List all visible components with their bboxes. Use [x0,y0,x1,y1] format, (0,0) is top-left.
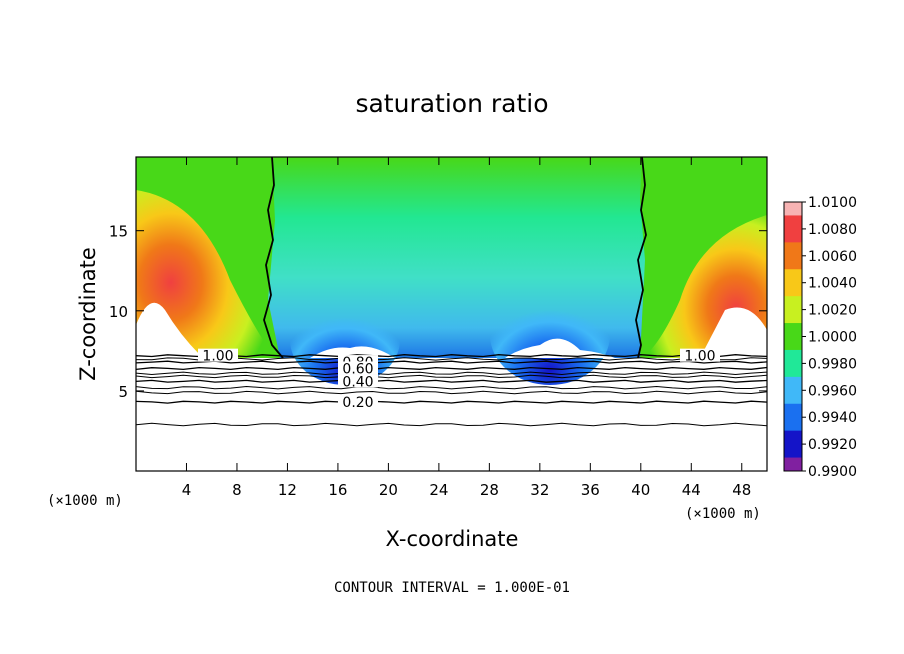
colorbar-tick-label: 1.0080 [808,222,857,238]
x-tick-label: 44 [682,481,701,499]
x-tick-label: 48 [732,481,751,499]
colorbar-segment [784,255,802,270]
contour-label-bg [198,348,238,362]
x-tick-label: 36 [581,481,600,499]
x-tick-label: 20 [379,481,398,499]
colorbar-tick-label: 1.0000 [808,330,857,346]
contour-label-bg [338,361,378,375]
x-tick-label: 8 [232,481,242,499]
contour-line-unlabeled [136,374,767,379]
plot-frame [135,156,768,472]
colorbar-segment [784,296,802,311]
saturation-field [136,157,767,385]
colorbar-segment [784,403,802,418]
contour-label-bg [338,374,378,388]
chart-title: saturation ratio [355,89,548,118]
colorbar-segment [784,323,802,337]
x-tick-label: 16 [328,481,347,499]
warm-region-left [136,190,275,358]
contour-line-0.20 [136,400,767,404]
white-patch-right [700,307,767,358]
colorbar-segment [784,363,802,378]
white-bump-2 [505,338,615,358]
x-axis-label: X-coordinate [386,527,519,551]
contour-line-1.00 [136,354,767,358]
colorbar-segment [784,376,802,391]
colorbar: 1.0100 1.0080 1.0060 1.0040 1.0020 1.0000 0.99… [783,195,857,480]
x-unit-right: (×1000 m) [685,506,761,522]
x-tick-label: 4 [182,481,192,499]
colorbar-segment [784,336,802,351]
contour-line-0.80 [136,360,767,364]
white-patch-left [136,302,205,358]
colorbar-tick-label: 0.9980 [808,356,857,372]
contour-line-0.60 [136,366,767,371]
y-axis-label: Z-coordinate [76,247,100,381]
contour-label: 0.40 [342,374,373,390]
y-tick-label: 10 [109,303,128,321]
colorbar-segment [784,430,802,445]
x-tick-label: 24 [429,481,448,499]
colorbar-segment [784,215,802,230]
x-unit-left: (×1000 m) [47,493,123,509]
contour-label: 0.60 [342,361,373,377]
contour-line-unlabeled [136,422,767,427]
contour-line-unlabeled [136,371,767,376]
colorbar-segment [784,309,802,324]
colorbar-tick-label: 1.0040 [808,276,857,292]
colorbar-tick-label: 0.9920 [808,437,857,453]
colorbar-tick-label: 1.0020 [808,303,857,319]
contour-line-unlabeled [136,390,767,395]
y-ticks: 5 10 15 [109,223,767,401]
colorbar-segment [784,444,802,459]
colorbar-tick-label: 0.9940 [808,410,857,426]
colorbar-segment [784,417,802,432]
colorbar-segment [784,390,802,405]
colorbar-segment [784,282,802,297]
colorbar-segment [784,457,802,472]
colorbar-segment [784,242,802,257]
blue-pocket-right [490,285,610,385]
x-tick-label: 32 [530,481,549,499]
y-tick-label: 5 [118,383,128,401]
colorbar-tick-label: 1.0100 [808,195,857,211]
x-tick-label: 28 [480,481,499,499]
colorbar-segment [784,228,802,243]
contour-label-bg [680,348,720,362]
contour-lines: 1.001.000.800.600.400.20 [136,348,767,427]
x-tick-label: 40 [631,481,650,499]
colorbar-segment [784,349,802,364]
colorbar-segment [784,202,802,216]
contour-line-unlabeled [136,385,767,390]
contour-line-unlabeled [136,357,767,361]
contour-label: 1.00 [202,349,233,365]
y-tick-label: 15 [109,223,128,241]
colorbar-tick-label: 0.9960 [808,383,857,399]
contour-interval-note: CONTOUR INTERVAL = 1.000E-01 [334,580,570,596]
contour-label: 0.20 [342,395,373,411]
x-ticks: 4 8 12 16 20 24 28 32 36 40 44 48 [182,157,751,499]
contour-left-1.00 [263,157,284,359]
contour-line-0.40 [136,379,767,383]
colorbar-tick-label: 0.9900 [808,464,857,480]
colorbar-segment [784,269,802,284]
contour-label-bg [338,395,378,409]
colorbar-tick-label: 1.0060 [808,249,857,265]
contour-label: 1.00 [684,349,715,365]
x-tick-label: 12 [278,481,297,499]
contour-right-1.00 [635,157,647,359]
